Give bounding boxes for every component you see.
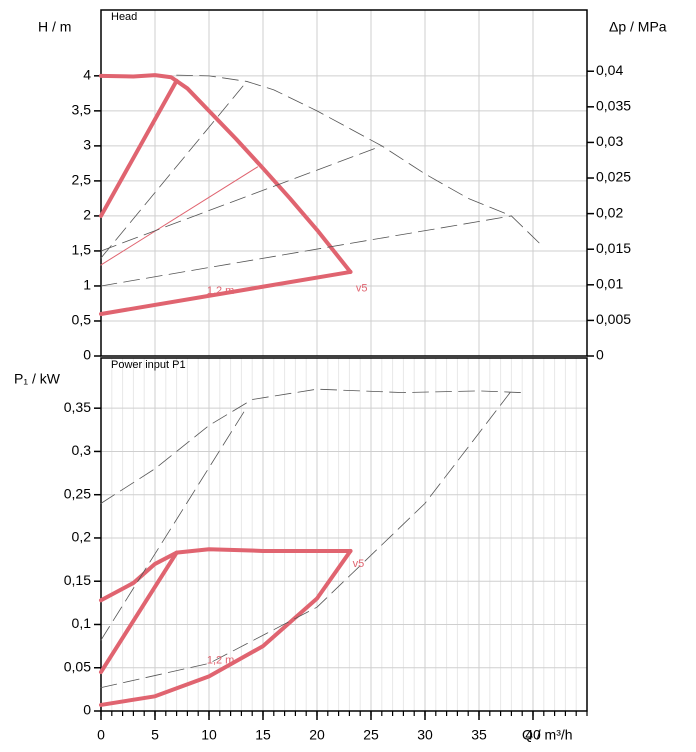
plot-frame <box>100 357 588 712</box>
x-tick-label: 20 <box>309 727 325 743</box>
y-tick-label: 3 <box>83 137 91 153</box>
y-tick-label: 0,15 <box>64 572 91 588</box>
curve <box>100 166 259 266</box>
y-tick-label: 2,5 <box>72 172 92 188</box>
x-tick-label: 35 <box>471 727 487 743</box>
y2-tick-label: 0,005 <box>596 311 631 327</box>
x-axis-title: Q / m³/h <box>522 727 573 743</box>
annotation: v5 <box>356 283 368 295</box>
y2-tick-label: 0,015 <box>596 240 631 256</box>
curve <box>176 74 545 248</box>
y-tick-label: 0,3 <box>72 442 92 458</box>
y-axis-title: H / m <box>38 19 71 35</box>
y-tick-label: 0,25 <box>64 485 91 501</box>
chart-title: Head <box>111 11 137 23</box>
x-tick-label: 10 <box>201 727 217 743</box>
curve <box>100 390 512 689</box>
curve <box>100 81 248 259</box>
x-tick-label: 0 <box>97 727 105 743</box>
y-tick-label: 0,2 <box>72 529 92 545</box>
y-tick-label: 0 <box>83 702 91 718</box>
chart-title: Power input P1 <box>111 359 186 371</box>
y-tick-label: 0,35 <box>64 399 91 415</box>
curve <box>99 548 353 707</box>
curve <box>99 269 353 316</box>
curve <box>99 547 353 603</box>
plot-frame <box>100 9 588 357</box>
y2-tick-label: 0,02 <box>596 204 623 220</box>
y-tick-label: 4 <box>83 67 91 83</box>
y-tick-label: 0,05 <box>64 658 91 674</box>
y-tick-label: 3,5 <box>72 102 92 118</box>
y-tick-label: 0,5 <box>72 312 92 328</box>
y-tick-label: 0 <box>83 347 91 363</box>
y2-tick-label: 0 <box>596 347 604 363</box>
y2-tick-label: 0,025 <box>596 169 631 185</box>
y2-tick-label: 0,01 <box>596 276 623 292</box>
annotation: v5 <box>353 558 365 570</box>
y2-tick-label: 0,03 <box>596 133 623 149</box>
y2-axis-title: Δp / MPa <box>609 19 667 35</box>
x-tick-label: 5 <box>151 727 159 743</box>
y2-tick-label: 0,04 <box>596 62 623 78</box>
curve <box>99 78 179 218</box>
curve <box>99 73 353 274</box>
y-tick-label: 2 <box>83 207 91 223</box>
y-tick-label: 0,1 <box>72 615 92 631</box>
annotation: 1,2 m <box>207 285 235 297</box>
x-tick-label: 30 <box>417 727 433 743</box>
y-tick-label: 1,5 <box>72 242 92 258</box>
curve <box>100 388 523 504</box>
curve <box>100 406 248 641</box>
x-tick-label: 25 <box>363 727 379 743</box>
x-tick-label: 40 <box>525 727 541 743</box>
x-tick-label: 15 <box>255 727 271 743</box>
y-tick-label: 1 <box>83 277 91 293</box>
curve <box>99 550 179 675</box>
y2-tick-label: 0,035 <box>596 98 631 114</box>
y-axis-title: P₁ / kW <box>14 371 61 387</box>
annotation: 1,2 m <box>207 655 235 667</box>
curve <box>100 145 383 252</box>
curve <box>100 215 512 287</box>
